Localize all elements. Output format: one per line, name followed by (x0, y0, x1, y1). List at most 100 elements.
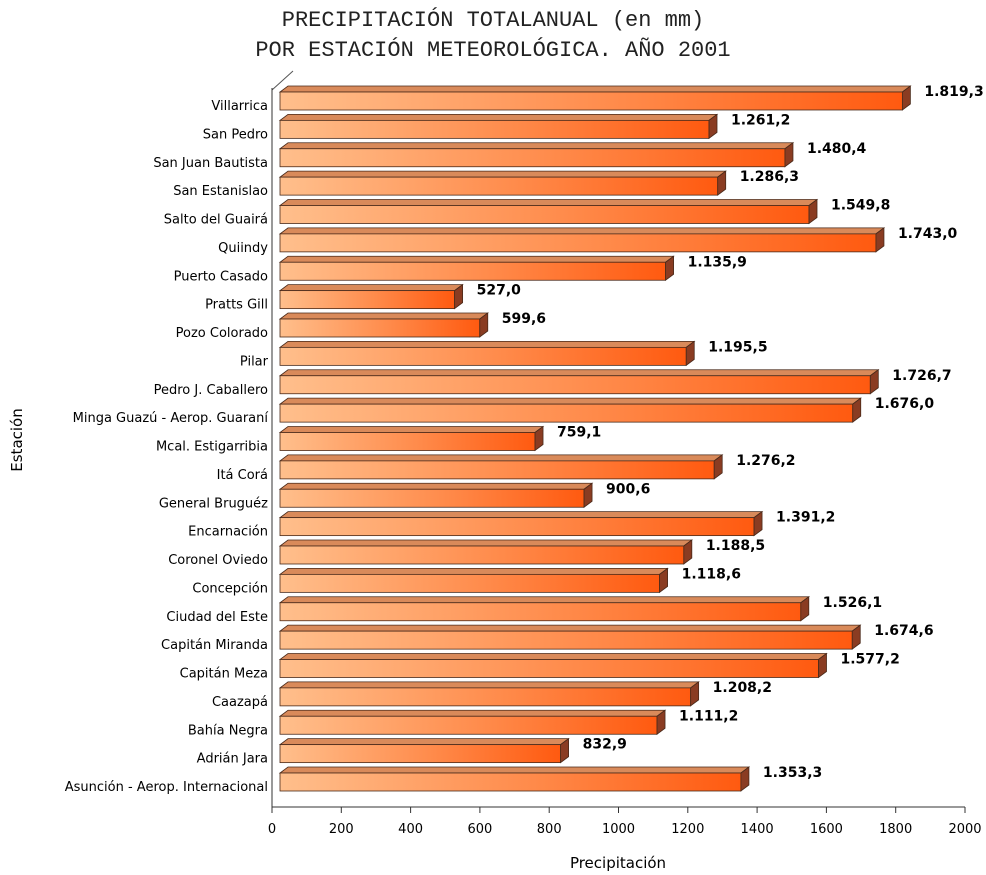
value-label: 1.286,3 (740, 169, 799, 185)
bar-top-face (278, 738, 570, 746)
bar-end-face (800, 595, 810, 622)
bar-top-face (278, 709, 667, 717)
value-label: 1.276,2 (736, 453, 795, 469)
category-label: Adrián Jara (197, 752, 268, 767)
value-label: 1.261,2 (731, 112, 790, 128)
value-label: 832,9 (583, 737, 627, 753)
bar (279, 290, 456, 310)
bar-end-face (851, 624, 861, 650)
bar-top-face (278, 397, 862, 405)
bar (279, 432, 536, 451)
bar-end-face (852, 397, 862, 423)
bar-end-face (753, 510, 763, 537)
value-label: 1.135,9 (688, 254, 747, 270)
bar (279, 772, 742, 792)
x-tick-label: 400 (398, 822, 423, 837)
bar (279, 403, 854, 423)
bar-end-face (740, 766, 750, 792)
bar (279, 573, 660, 593)
bar (279, 91, 903, 111)
x-tick-label: 1800 (879, 822, 912, 837)
category-label: Mcal. Estigarribia (156, 440, 268, 455)
bar-top-face (278, 539, 694, 547)
x-tick-label: 1600 (810, 822, 843, 837)
category-label: Itá Corá (217, 468, 268, 483)
x-axis-title: Precipitación (570, 854, 666, 872)
x-tick-label: 200 (329, 822, 354, 837)
category-label: Capitán Meza (180, 667, 268, 682)
bar (279, 715, 658, 735)
bar-top-face (278, 454, 724, 462)
bar (279, 488, 585, 508)
value-label: 1.391,2 (776, 510, 835, 526)
x-tick-label: 0 (268, 822, 276, 837)
chart-title-line2: POR ESTACIÓN METEOROLÓGICA. AÑO 2001 (255, 38, 731, 63)
bar (279, 119, 710, 139)
category-label: Pratts Gill (205, 298, 268, 313)
value-label: 1.195,5 (708, 339, 767, 355)
bar-end-face (808, 198, 818, 225)
bar (279, 460, 715, 480)
value-label: 1.726,7 (892, 368, 951, 384)
bar-top-face (278, 340, 696, 348)
bar (279, 630, 853, 650)
category-label: Capitán Miranda (161, 638, 268, 653)
value-label: 1.577,2 (840, 652, 899, 668)
category-label: Encarnación (188, 525, 268, 540)
bar-top-face (278, 227, 886, 235)
bar-top-face (278, 482, 594, 490)
bar (279, 346, 687, 366)
value-label: 1.819,3 (924, 84, 983, 100)
bar-top-face (278, 142, 795, 150)
bar-top-face (278, 653, 828, 660)
category-label: San Juan Bautista (153, 156, 268, 171)
value-label: 1.188,5 (706, 538, 765, 554)
bar-end-face (583, 482, 593, 509)
bar-end-face (665, 255, 674, 282)
value-label: 1.743,0 (898, 226, 958, 242)
category-label: Concepción (192, 581, 268, 596)
bar-top-face (278, 284, 464, 292)
bar-end-face (479, 312, 489, 338)
bar-top-face (278, 255, 675, 263)
bar-end-face (713, 454, 723, 480)
value-label: 599,6 (502, 311, 546, 327)
bar (279, 744, 561, 764)
bar-top-face (278, 312, 489, 320)
value-label: 527,0 (477, 283, 522, 299)
category-label: Minga Guazú - Aerop. Guaraní (73, 411, 269, 426)
value-label: 1.118,6 (682, 566, 741, 582)
bar-top-face (278, 426, 545, 433)
bar-top-face (278, 170, 727, 178)
category-label: Pilar (240, 354, 269, 369)
x-tick-label: 1200 (671, 822, 704, 837)
bar-end-face (869, 368, 879, 395)
bar-end-face (901, 85, 911, 111)
bar-top-face (278, 85, 912, 93)
bar (279, 148, 786, 168)
value-label: 759,1 (557, 425, 601, 441)
x-tick-label: 2000 (948, 822, 981, 837)
category-label: Pozo Colorado (176, 326, 268, 341)
value-label: 1.526,1 (823, 595, 882, 611)
bar (279, 261, 666, 281)
category-label: Quiindy (218, 241, 268, 256)
bar-end-face (717, 170, 727, 196)
bar-end-face (685, 340, 695, 367)
value-label: 900,6 (606, 481, 650, 497)
chart-title-line1: PRECIPITACIÓN TOTALANUAL (en mm) (281, 8, 705, 33)
bar-end-face (784, 141, 794, 168)
value-label: 1.480,4 (807, 141, 867, 157)
bar-top-face (278, 596, 810, 604)
category-label: Asunción - Aerop. Internacional (65, 780, 268, 795)
category-label: Villarrica (211, 99, 268, 114)
bar-end-face (659, 567, 668, 594)
bar-end-face (708, 113, 718, 140)
x-tick-label: 1400 (741, 822, 774, 837)
bar-top-face (278, 567, 669, 575)
bar-end-face (560, 737, 569, 764)
x-tick-label: 600 (467, 822, 492, 837)
bar-top-face (278, 624, 862, 632)
